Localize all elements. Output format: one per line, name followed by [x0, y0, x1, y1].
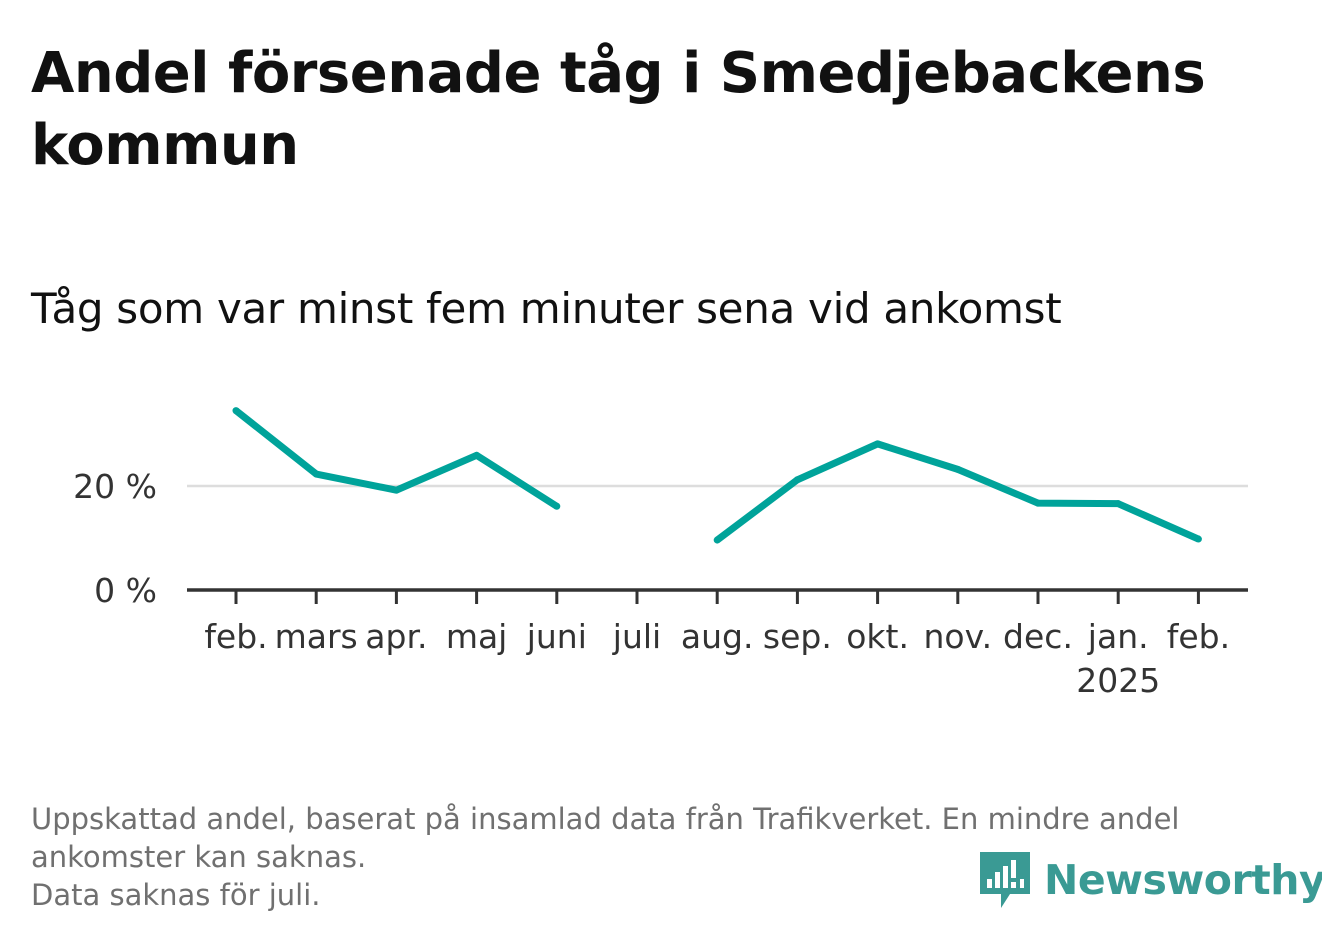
data-point — [553, 502, 561, 510]
y-tick-label: 0 % — [94, 571, 157, 610]
x-tick-label: nov. — [924, 617, 993, 656]
footnote: Uppskattad andel, baserat på insamlad da… — [31, 800, 1291, 914]
x-tick-label: dec. — [1003, 617, 1073, 656]
x-tick-label: feb. — [204, 617, 267, 656]
series-layer — [232, 407, 1202, 544]
x-tick-label: feb. — [1167, 617, 1230, 656]
footnote-line: Uppskattad andel, baserat på insamlad da… — [31, 802, 1180, 836]
footnote-line: ankomster kan saknas. — [31, 840, 367, 874]
data-point — [392, 486, 400, 494]
data-point — [473, 451, 481, 459]
data-point — [312, 470, 320, 478]
y-tick-label: 20 % — [73, 467, 157, 506]
data-point — [954, 465, 962, 473]
data-point — [874, 440, 882, 448]
x-tick-label: jan. — [1087, 617, 1149, 656]
data-point — [1114, 500, 1122, 508]
x-year-label: 2025 — [1076, 661, 1160, 700]
brand: Newsworthy — [980, 850, 1322, 910]
tick-labels: 0 %20 %feb. mars apr. maj juni juli aug. sep. ok… — [73, 467, 1230, 700]
data-point — [793, 476, 801, 484]
x-tick-label: okt. — [846, 617, 909, 656]
x-tick-label: juli — [612, 617, 661, 656]
x-tick-label: aug. — [681, 617, 754, 656]
x-axis — [187, 588, 1248, 604]
brand-name: Newsworthy — [1044, 856, 1322, 904]
chart-subtitle: Tåg som var minst fem minuter sena vid a… — [31, 284, 1062, 333]
line-chart: 0 %20 %feb. mars apr. maj juni juli aug. sep. ok… — [73, 407, 1248, 700]
x-tick-label: mars — [275, 617, 358, 656]
data-point — [713, 536, 721, 544]
x-tick-label: sep. — [763, 617, 832, 656]
x-tick-label: apr. — [365, 617, 427, 656]
data-point — [1034, 499, 1042, 507]
series-line — [715, 440, 1200, 543]
data-point — [232, 407, 240, 415]
x-tick-label: juni — [526, 617, 587, 656]
data-point — [1194, 535, 1202, 543]
chart-title: Andel försenade tåg i Smedjebackens komm… — [31, 41, 1206, 178]
newsworthy-logo-icon — [980, 852, 1030, 908]
footnote-line: Data saknas för juli. — [31, 878, 321, 912]
x-tick-label: maj — [446, 617, 508, 656]
